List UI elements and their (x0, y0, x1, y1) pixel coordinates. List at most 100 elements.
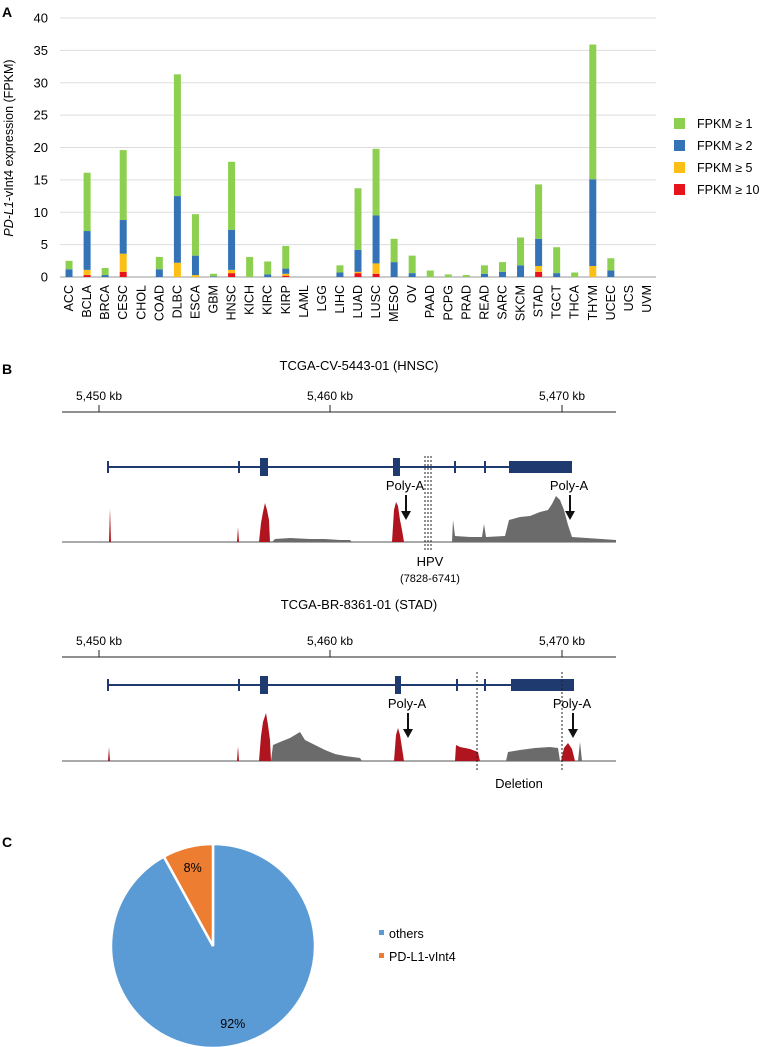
bar-segment-lusc-fpkm1 (372, 148, 380, 216)
bar-segment-luad-fpkm2 (354, 249, 362, 272)
y-axis-label: PD-L1-vInt4 expression (FPKM) (2, 59, 16, 236)
pie-legend-label: PD-L1-vInt4 (389, 950, 456, 964)
x-tick-label: CESC (116, 285, 130, 320)
polya-arrow-2: Poly-A (550, 478, 589, 520)
x-tick-label: UVM (640, 285, 654, 313)
hpv-integration-marker (424, 456, 432, 552)
x-tick-label: CHOL (134, 285, 148, 320)
x-tick-label: GBM (207, 285, 221, 313)
ruler-label-3: 5,470 kb (539, 389, 585, 403)
x-tick-label: UCEC (604, 285, 618, 320)
bar-segment-tgct-fpkm2 (553, 273, 561, 277)
bar-segment-esca-fpkm1 (191, 214, 199, 256)
bar-segment-coad-fpkm1 (155, 256, 163, 270)
x-tick-label: SKCM (514, 285, 528, 321)
panel-label-b: B (2, 361, 12, 377)
bar-segment-dlbc-fpkm2 (173, 196, 181, 263)
gene-model (107, 458, 572, 476)
pie-legend: others PD-L1-vInt4 (379, 927, 456, 964)
genomic-ruler: 5,450 kb 5,460 kb 5,470 kb (62, 634, 616, 658)
x-tick-label: TGCT (550, 285, 564, 319)
pie-legend-label: others (389, 927, 424, 941)
event-sublabel: (7828-6741) (400, 573, 460, 585)
polya-arrow-2: Poly-A (553, 696, 592, 738)
y-tick-label: 25 (34, 108, 48, 123)
bar-segment-thym-fpkm1 (589, 44, 597, 180)
pie-slice-others (109, 842, 317, 1047)
event-label: Deletion (495, 776, 543, 791)
x-tick-label: LIHC (333, 285, 347, 313)
ruler-label-3: 5,470 kb (539, 634, 585, 648)
bar-segment-pcpg-fpkm1 (444, 274, 452, 277)
bar-segment-bcla-fpkm1 (83, 172, 91, 232)
bar-segment-lihc-fpkm1 (336, 265, 344, 273)
x-tick-label: ESCA (188, 284, 202, 319)
bar-segment-esca-fpkm2 (191, 255, 199, 276)
y-tick-label: 15 (34, 172, 48, 187)
y-tick-label: 0 (41, 270, 48, 285)
bar-segment-kirp-fpkm5 (282, 273, 290, 276)
bar-segment-paad-fpkm1 (426, 270, 434, 277)
bar-segment-kirp-fpkm2 (282, 268, 290, 274)
bar-segment-thym-fpkm2 (589, 179, 597, 266)
panel-label-a: A (2, 4, 12, 20)
genomic-ruler: 5,450 kb 5,460 kb 5,470 kb (62, 389, 616, 413)
bar-segment-bcla-fpkm2 (83, 231, 91, 270)
x-tick-label: COAD (152, 285, 166, 321)
bar-segment-lusc-fpkm2 (372, 215, 380, 264)
x-tick-label: KIRP (279, 285, 293, 314)
legend-label-fpkm5: FPKM ≥ 5 (697, 161, 753, 175)
x-tick-label: KIRC (261, 285, 275, 315)
bar-segment-hnsc-fpkm2 (228, 229, 236, 270)
polya-arrow-1: Poly-A (386, 478, 424, 520)
bar-segment-stad-fpkm1 (535, 184, 543, 239)
pie-slices: 92% 8% (109, 842, 317, 1047)
pie-label-vint4: 8% (184, 861, 202, 875)
y-tick-label: 30 (34, 75, 48, 90)
bar-segment-acc-fpkm2 (65, 269, 73, 277)
chart-legend: FPKM ≥ 1 FPKM ≥ 2 FPKM ≥ 5 FPKM ≥ 10 (674, 117, 759, 197)
bar-segment-thym-fpkm5 (589, 265, 597, 277)
bar-segment-cesc-fpkm2 (119, 220, 127, 254)
bar-segment-luad-fpkm10 (354, 273, 362, 277)
bar-segment-read-fpkm2 (480, 273, 488, 277)
ruler-label-2: 5,460 kb (307, 389, 353, 403)
bar-segment-cesc-fpkm1 (119, 150, 127, 221)
legend-label-fpkm1: FPKM ≥ 1 (697, 117, 753, 131)
y-axis-label-rest: -vInt4 expression (FPKM) (2, 59, 16, 201)
y-tick-label: 10 (34, 205, 48, 220)
x-tick-label: PRAD (459, 285, 473, 320)
x-tick-label: UCS (622, 285, 636, 311)
bar-segment-hnsc-fpkm5 (228, 269, 236, 274)
bar-segment-skcm-fpkm2 (517, 265, 525, 277)
x-tick-label: OV (405, 284, 419, 303)
x-tick-label: PAAD (423, 285, 437, 318)
bar-segment-skcm-fpkm1 (517, 237, 525, 266)
bar-segment-luad-fpkm5 (354, 271, 362, 274)
polya-label: Poly-A (550, 478, 589, 493)
bar-segment-prad-fpkm1 (462, 275, 470, 277)
bar-segment-tgct-fpkm1 (553, 247, 561, 274)
bar-segment-stad-fpkm2 (535, 238, 543, 266)
bar-segment-sarc-fpkm2 (498, 271, 506, 277)
polya-arrow-1: Poly-A (388, 696, 426, 738)
bar-segment-kirc-fpkm1 (264, 261, 272, 275)
ruler-label-1: 5,450 kb (76, 634, 122, 648)
polya-label: Poly-A (553, 696, 592, 711)
legend-label-fpkm2: FPKM ≥ 2 (697, 139, 753, 153)
y-axis-label-gene: PD-L1 (2, 201, 16, 236)
y-tick-label: 35 (34, 43, 48, 58)
legend-swatch-fpkm5 (674, 162, 685, 173)
coverage-track (62, 496, 616, 543)
bar-segment-cesc-fpkm10 (119, 271, 127, 277)
bar-segment-stad-fpkm10 (535, 271, 543, 277)
bar-segment-hnsc-fpkm10 (228, 273, 236, 277)
bar-segment-dlbc-fpkm5 (173, 262, 181, 277)
x-tick-label: MESO (387, 285, 401, 322)
bar-segment-meso-fpkm2 (390, 262, 398, 277)
bar-segment-hnsc-fpkm1 (228, 161, 236, 230)
bar-segment-brca-fpkm2 (101, 275, 109, 277)
bar-segment-read-fpkm1 (480, 265, 488, 274)
gene-model (107, 676, 574, 694)
